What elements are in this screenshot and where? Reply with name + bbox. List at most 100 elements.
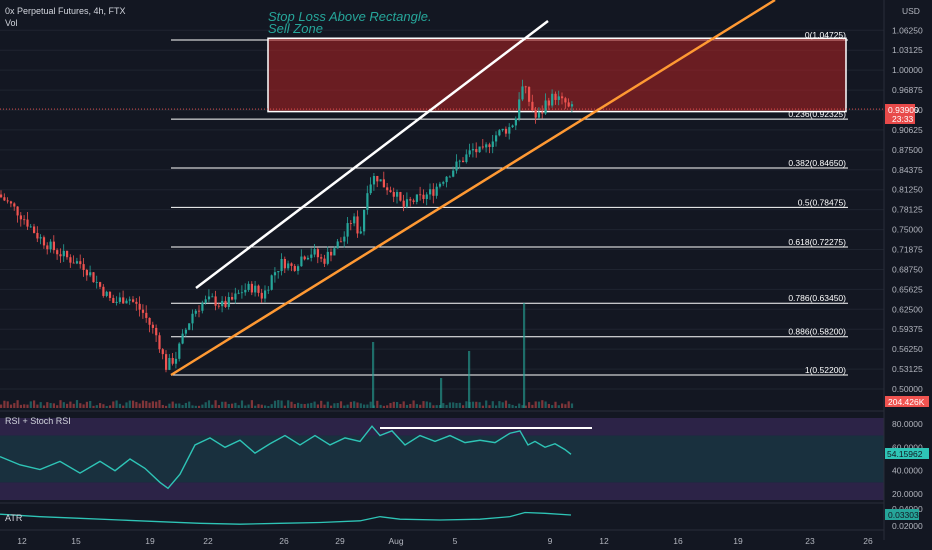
volume-bar [326, 401, 329, 408]
candle-body [313, 249, 316, 255]
channel-line[interactable] [195, 20, 549, 289]
volume-bar [478, 402, 481, 408]
price-axis[interactable]: USD [883, 0, 920, 540]
symbol-title[interactable]: 0x Perpetual Futures, 4h, FTX [5, 6, 126, 16]
candle-body [303, 256, 306, 260]
volume-bar [564, 404, 567, 408]
candle-body [336, 241, 339, 249]
candle-body [118, 297, 121, 302]
time-axis[interactable]: 12 15 19 22 26 29 Aug 5 9 12 16 19 23 26 [17, 536, 873, 546]
candle-body [105, 291, 108, 296]
volume-bar [217, 405, 220, 408]
candle-body [310, 254, 313, 258]
volume-bar [135, 401, 138, 408]
volume-bar [72, 403, 75, 408]
volume-bar [310, 402, 313, 408]
atr-value: 0.03303 [888, 510, 919, 520]
candle-body [72, 262, 75, 264]
volume-bar [198, 405, 201, 408]
candle-body [541, 112, 544, 114]
volume-bar [501, 402, 504, 408]
candle-body [198, 310, 201, 312]
volume-bar [511, 404, 514, 408]
annotation-line-1[interactable]: Stop Loss Above Rectangle. [268, 9, 432, 24]
candle-body [379, 179, 382, 182]
volume-bar [29, 401, 32, 408]
volume-bar [448, 402, 451, 408]
volume-bar [518, 403, 521, 408]
volume-bar [399, 404, 402, 408]
volume-spike [372, 342, 375, 408]
candle-body [264, 290, 267, 299]
candle-body [135, 301, 138, 304]
volume-bar [161, 404, 164, 408]
volume-bar [561, 403, 564, 408]
candle-body [3, 197, 6, 201]
volume-bar [33, 400, 36, 408]
volume-bar [333, 403, 336, 408]
candle-body [349, 223, 352, 224]
volume-bars [0, 303, 574, 408]
candle-body [191, 313, 194, 324]
volume-bar [69, 401, 72, 408]
volume-bar [544, 401, 547, 408]
candle-body [488, 144, 491, 147]
volume-bar [557, 405, 560, 408]
candle-body [59, 254, 62, 257]
candle-body [478, 146, 481, 153]
atr-value-tag [885, 509, 919, 520]
volume-bar [214, 400, 217, 408]
volume-bar [184, 402, 187, 408]
sell-zone[interactable] [267, 37, 847, 113]
fib-retracement[interactable]: 0(1.04725) 0.236(0.92325) 0.382(0.84650) 0.… [171, 30, 848, 376]
volume-bar [547, 403, 550, 408]
candle-body [19, 215, 22, 220]
candle-body [0, 194, 3, 198]
volume-bar [260, 404, 263, 408]
currency-label[interactable]: USD [902, 6, 920, 16]
volume-bar [475, 401, 478, 408]
last-price-tag [885, 104, 915, 124]
candle-body [227, 296, 230, 307]
volume-tag [885, 396, 929, 407]
candle-body [514, 118, 517, 126]
volume-bar [237, 405, 240, 408]
volume-bar [247, 404, 250, 408]
time-tick: 23 [805, 536, 815, 546]
volume-bar [514, 405, 517, 408]
candle-body [521, 86, 524, 100]
volume-bar [356, 402, 359, 408]
volume-bar [419, 404, 422, 408]
candle-body [366, 193, 369, 210]
candle-body [158, 335, 161, 350]
candle-body [174, 358, 178, 364]
atr-label[interactable]: ATR [5, 513, 23, 523]
volume-spike [523, 303, 526, 408]
candle-body [567, 102, 570, 107]
rsi-label[interactable]: RSI + Stoch RSI [5, 416, 71, 426]
candle-body [544, 100, 547, 114]
candle-body [561, 96, 564, 99]
candle-body [92, 272, 95, 283]
volume-bar [287, 400, 290, 408]
volume-bar [366, 404, 369, 408]
candle-body [85, 269, 88, 276]
candle-body [435, 186, 438, 196]
candle-body [36, 232, 39, 239]
volume-bar [234, 402, 237, 408]
candle-body [125, 300, 128, 304]
candle-body [356, 216, 359, 234]
sell-zone-rect[interactable] [267, 37, 847, 113]
candle-body [171, 357, 174, 364]
volume-bar [244, 405, 247, 408]
drawn-trendlines[interactable] [170, 0, 776, 377]
volume-bar [59, 400, 62, 408]
candle-body [260, 292, 263, 299]
volume-bar [204, 402, 207, 408]
support-trendline[interactable] [170, 0, 776, 377]
candle-body [207, 296, 211, 300]
volume-bar [178, 403, 181, 408]
volume-bar [376, 400, 379, 408]
annotation-line-2[interactable]: Sell Zone [268, 21, 323, 36]
